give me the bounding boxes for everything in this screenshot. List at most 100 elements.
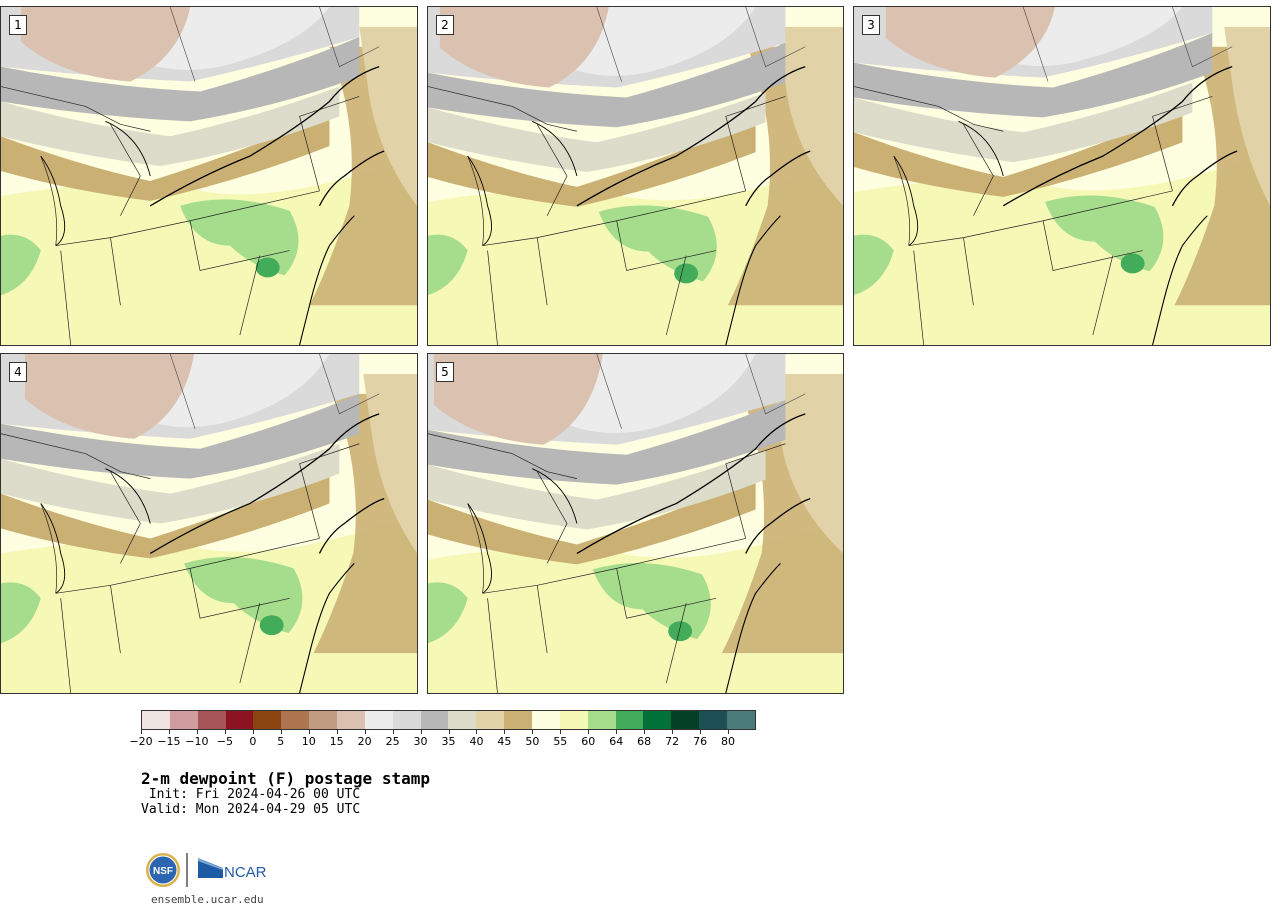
- dewpoint-band: [885, 7, 1056, 78]
- colorbar-tick: [672, 730, 674, 734]
- colorbar-swatch: [420, 711, 449, 729]
- colorbar-swatch: [615, 711, 644, 729]
- lake-outline: [893, 120, 1004, 246]
- colorbar-tick: [476, 730, 478, 734]
- colorbar-tick-label: 30: [413, 735, 428, 748]
- lake-outline: [467, 120, 578, 246]
- colorbar-tick: [196, 730, 198, 734]
- colorbar-tick-label: 45: [497, 735, 512, 748]
- colorbar-tick-label: 20: [357, 735, 372, 748]
- colorbar-tick: [364, 730, 366, 734]
- colorbar-tick-label: 10: [301, 735, 316, 748]
- dewpoint-band: [547, 354, 756, 434]
- colorbar-swatch: [727, 711, 755, 729]
- colorbar-swatch: [587, 711, 616, 729]
- colorbar-swatch: [225, 711, 254, 729]
- dewpoint-band: [1, 156, 417, 345]
- colorbar-tick: [616, 730, 618, 734]
- colorbar-tick: [252, 730, 254, 734]
- colorbar-tick-label: 15: [329, 735, 344, 748]
- country-border: [1022, 7, 1233, 82]
- colorbar-tick: [336, 730, 338, 734]
- colorbar-swatch: [364, 711, 393, 729]
- dewpoint-band: [428, 122, 756, 207]
- ncar-text: NCAR: [224, 864, 267, 881]
- colorbar-tick: [420, 730, 422, 734]
- map-panel-5: 5: [427, 353, 844, 694]
- panel-number: 3: [862, 15, 880, 35]
- plot-title: 2-m dewpoint (F) postage stamp: [141, 769, 430, 788]
- colorbar-tick: [504, 730, 506, 734]
- dewpoint-band: [854, 82, 1193, 163]
- lake-outline: [40, 468, 151, 594]
- nsf-text: NSF: [153, 866, 173, 877]
- colorbar-swatch: [253, 711, 282, 729]
- colorbar-tick-label: 76: [693, 735, 708, 748]
- colorbar-swatch: [197, 711, 226, 729]
- state-borders: [428, 433, 786, 693]
- map-panel-1: 1: [0, 6, 418, 346]
- lake-outline: [40, 120, 151, 246]
- colorbar-tick: [560, 730, 562, 734]
- dewpoint-band: [24, 354, 195, 439]
- dewpoint-band: [1, 393, 360, 479]
- dewpoint-band: [1120, 253, 1145, 274]
- colorbar-swatch: [392, 711, 421, 729]
- colorbar-tick-label: 50: [525, 735, 540, 748]
- colorbar-swatch: [281, 711, 310, 729]
- colorbar-tick: [141, 730, 142, 734]
- valid-time: Valid: Mon 2024-04-29 05 UTC: [141, 802, 361, 817]
- dewpoint-band: [1, 234, 41, 296]
- dewpoint-band: [255, 257, 280, 278]
- colorbar-tick-label: 25: [385, 735, 400, 748]
- panel-number: 5: [436, 362, 454, 382]
- colorbar-tick: [700, 730, 702, 734]
- colorbar-tick-label: 80: [721, 735, 736, 748]
- colorbar-tick-label: 64: [609, 735, 624, 748]
- dewpoint-band: [363, 373, 417, 554]
- colorbar-tick-label: 5: [277, 735, 285, 748]
- colorbar-tick: [532, 730, 534, 734]
- colorbar-tick-label: −5: [216, 735, 233, 748]
- panel-number: 2: [436, 15, 454, 35]
- colorbar-swatch: [169, 711, 198, 729]
- country-border: [596, 354, 806, 429]
- ncar-mark-icon: NCAR: [198, 858, 267, 881]
- lake-outline: [467, 468, 578, 594]
- nsf-seal-icon: NSF: [146, 853, 180, 887]
- colorbar-tick-label: 40: [469, 735, 484, 748]
- dewpoint-band: [854, 152, 1270, 345]
- dewpoint-band: [359, 26, 417, 206]
- dewpoint-band: [428, 92, 766, 173]
- colorbar-tick: [280, 730, 282, 734]
- dewpoint-band: [259, 615, 284, 636]
- colorbar-tick-label: −10: [185, 735, 209, 748]
- dewpoint-band: [20, 7, 191, 82]
- colorbar-ticks: −20 −15 −10 −5 0 5 10 15 20 25 30 35 40 45 50 55 60 64 68 7…: [129, 730, 756, 750]
- colorbar-swatch: [532, 711, 560, 729]
- coastline: [576, 66, 811, 207]
- coastline: [149, 413, 385, 554]
- dewpoint-band: [674, 263, 699, 284]
- state-borders: [854, 86, 1213, 345]
- country-border: [169, 354, 380, 429]
- dewpoint-band: [668, 621, 693, 642]
- coastline: [725, 215, 781, 345]
- dewpoint-band: [433, 354, 603, 445]
- dewpoint-band: [592, 562, 711, 640]
- colorbar-tick: [448, 730, 450, 734]
- dewpoint-band: [1, 473, 330, 559]
- dewpoint-band: [180, 199, 299, 276]
- colorbar-tick-label: 60: [581, 735, 596, 748]
- footer-url: ensemble.ucar.edu: [151, 893, 264, 906]
- dewpoint-band: [428, 449, 766, 530]
- state-borders: [1, 433, 360, 693]
- dewpoint-band: [428, 399, 786, 485]
- coastline: [299, 562, 355, 693]
- dewpoint-band: [771, 373, 843, 554]
- colorbar: [141, 710, 756, 730]
- dewpoint-band: [184, 556, 303, 634]
- colorbar-swatch: [671, 711, 700, 729]
- colorbar-tick-label: −15: [157, 735, 181, 748]
- colorbar-tick-label: 68: [637, 735, 652, 748]
